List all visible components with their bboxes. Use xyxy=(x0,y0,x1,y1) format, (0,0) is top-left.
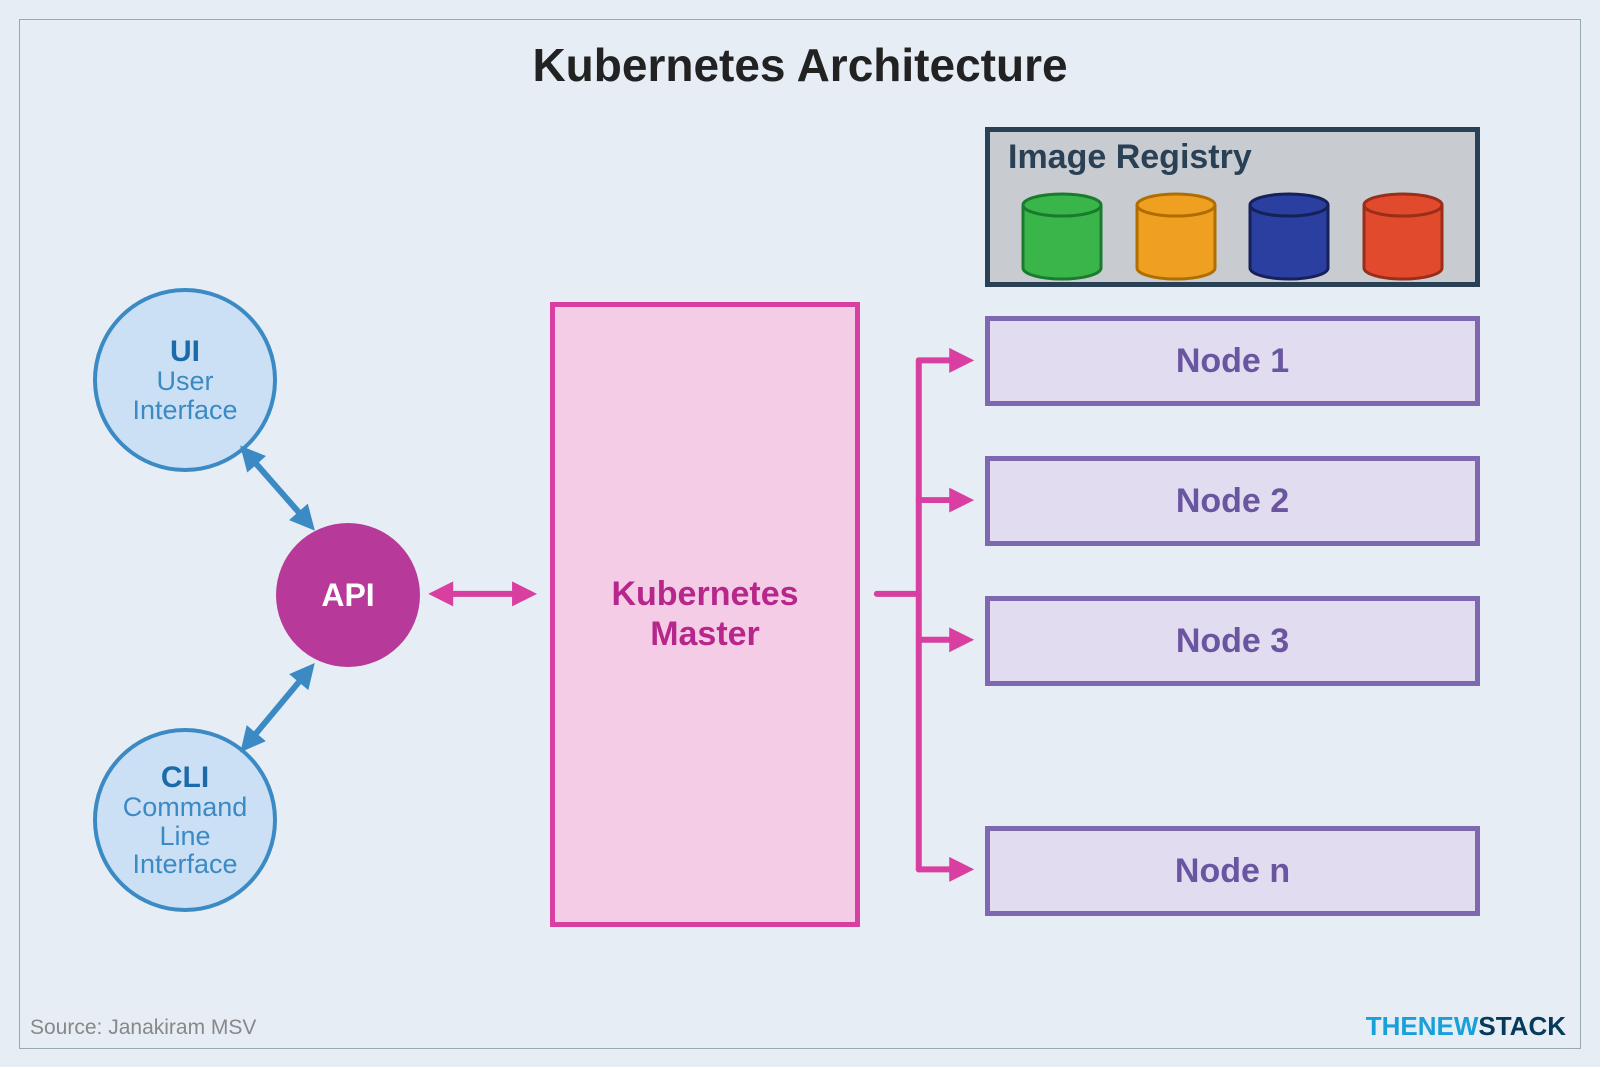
brand-part1: THENEW xyxy=(1366,1011,1479,1041)
master-label-0: Kubernetes xyxy=(611,575,798,614)
node-box-0: Node 1 xyxy=(985,316,1480,406)
ui-sub-1: Interface xyxy=(132,396,237,424)
registry-label: Image Registry xyxy=(1008,138,1252,177)
registry-cylinder-1 xyxy=(1135,192,1217,282)
registry-cylinder-3 xyxy=(1362,192,1444,282)
source-attribution: Source: Janakiram MSV xyxy=(30,1016,256,1040)
cli-title: CLI xyxy=(161,762,209,794)
ui-sub-0: User xyxy=(156,367,213,395)
registry-cylinder-0 xyxy=(1021,192,1103,282)
ui-circle: UI User Interface xyxy=(93,288,277,472)
image-registry-box: Image Registry xyxy=(985,127,1480,287)
master-label-1: Master xyxy=(611,615,798,654)
diagram-title: Kubernetes Architecture xyxy=(20,38,1580,92)
brand-part2: STACK xyxy=(1478,1011,1566,1041)
cli-sub-0: Command xyxy=(123,793,248,821)
kubernetes-master-box: Kubernetes Master xyxy=(550,302,860,927)
node-box-1: Node 2 xyxy=(985,456,1480,546)
node-label-0: Node 1 xyxy=(1176,342,1289,381)
api-label: API xyxy=(321,577,374,614)
node-label-2: Node 3 xyxy=(1176,622,1289,661)
cli-sub-2: Interface xyxy=(132,850,237,878)
api-circle: API xyxy=(276,523,420,667)
registry-cylinder-row xyxy=(990,192,1475,282)
brand-logo: THENEWSTACK xyxy=(1366,1011,1566,1042)
node-box-3: Node n xyxy=(985,826,1480,916)
registry-cylinder-2 xyxy=(1248,192,1330,282)
node-box-2: Node 3 xyxy=(985,596,1480,686)
node-label-3: Node n xyxy=(1175,852,1290,891)
cli-circle: CLI Command Line Interface xyxy=(93,728,277,912)
ui-title: UI xyxy=(170,336,200,368)
diagram-canvas: Kubernetes Architecture UI User Interfac… xyxy=(19,19,1581,1049)
node-label-1: Node 2 xyxy=(1176,482,1289,521)
cli-sub-1: Line xyxy=(159,822,210,850)
